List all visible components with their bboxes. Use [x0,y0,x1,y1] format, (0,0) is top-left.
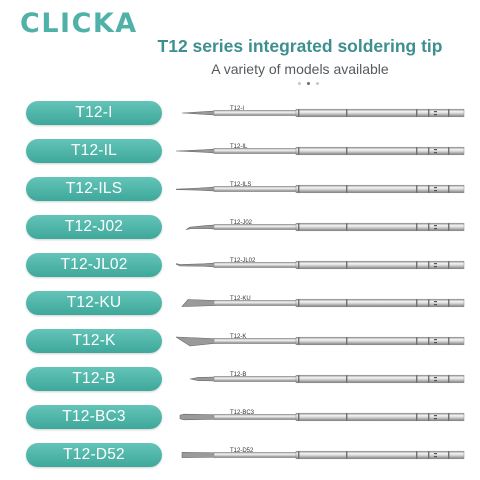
carousel-dot[interactable] [298,82,301,85]
soldering-tip-icon [179,412,465,422]
soldering-tip-icon [181,450,465,460]
engraved-model-text: T12-IL [230,144,248,150]
engraved-model-text: T12-I [230,106,245,112]
soldering-tip-image: T12-B [176,369,466,389]
soldering-tip-image: T12-KU [176,293,466,313]
engraved-model-text: T12-KU [230,296,251,302]
engraved-model-text: T12-K [230,334,247,340]
tip-row: T12-J02 T12-J02 [0,215,480,239]
tip-row: T12-D52 T12-D52 [0,443,480,467]
engraved-model-text: T12-JL02 [230,258,256,264]
model-label-pill: T12-B [26,367,162,391]
soldering-tip-icon [171,184,465,194]
brand-logo: CLICKA [20,8,138,39]
model-label-pill: T12-D52 [26,443,162,467]
soldering-tip-image: T12-IL [175,141,466,161]
soldering-tip-image: T12-J02 [176,217,466,237]
model-label-pill: T12-BC3 [26,405,162,429]
model-label-pill: T12-K [26,329,162,353]
tip-row: T12-I T12-I [0,101,480,125]
model-label-pill: T12-I [26,101,162,125]
soldering-tip-icon [175,146,465,156]
tip-row: T12-K T12-K [0,329,480,353]
model-label-pill: T12-JL02 [26,253,162,277]
soldering-tip-image: T12-K [174,331,466,351]
tip-row: T12-BC3 T12-BC3 [0,405,480,429]
tip-row: T12-JL02 T12-JL02 [0,253,480,277]
engraved-model-text: T12-D52 [230,448,254,454]
model-label-pill: T12-KU [26,291,162,315]
model-label-pill: T12-ILS [26,177,162,201]
soldering-tip-icon [181,298,465,308]
soldering-tip-image: T12-BC3 [176,407,466,427]
soldering-tip-image: T12-ILS [171,179,466,199]
engraved-model-text: T12-BC3 [230,410,255,416]
model-label-pill: T12-J02 [26,215,162,239]
soldering-tip-icon [171,260,465,270]
tip-row: T12-ILS T12-ILS [0,177,480,201]
page-title: T12 series integrated soldering tip [157,36,443,56]
engraved-model-text: T12-ILS [230,182,252,188]
soldering-tip-icon [185,222,465,232]
tip-row: T12-KU T12-KU [0,291,480,315]
page-subtitle: A variety of models available [211,61,389,77]
engraved-model-text: T12-B [230,372,247,378]
soldering-tip-image: T12-D52 [176,445,466,465]
soldering-tip-icon [174,336,465,347]
model-label-pill: T12-IL [26,139,162,163]
carousel-dot[interactable] [316,82,319,85]
soldering-tip-image: T12-JL02 [171,255,466,275]
tip-row: T12-IL T12-IL [0,139,480,163]
soldering-tip-icon [181,108,465,118]
tip-row: T12-B T12-B [0,367,480,391]
soldering-tip-image: T12-I [176,103,466,123]
soldering-tip-icon [189,374,465,384]
engraved-model-text: T12-J02 [230,220,253,226]
carousel-dot[interactable] [307,82,310,85]
